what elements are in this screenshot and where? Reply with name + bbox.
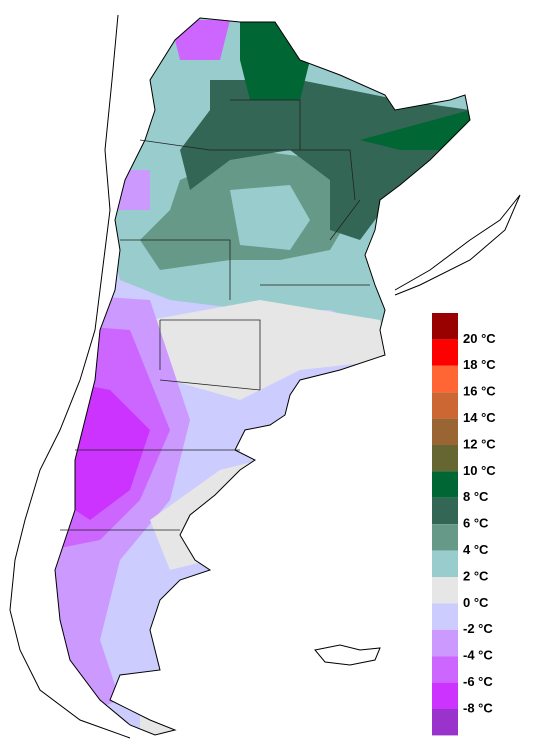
legend-label: 20 °C <box>463 331 496 346</box>
legend-swatch <box>432 471 458 498</box>
legend-swatch <box>432 550 458 577</box>
legend-label: 2 °C <box>463 568 489 583</box>
legend-swatch <box>432 365 458 393</box>
legend-swatch <box>432 629 458 657</box>
legend-label: 18 °C <box>463 357 496 372</box>
legend-label: 4 °C <box>463 542 489 557</box>
legend-label: 12 °C <box>463 436 496 451</box>
province-borders <box>60 99 370 531</box>
legend-swatch <box>432 339 458 366</box>
legend-swatch <box>432 524 458 551</box>
legend-swatch <box>432 709 458 736</box>
falkland-islands <box>314 644 381 666</box>
legend-label: -6 °C <box>463 674 493 689</box>
legend-label: 6 °C <box>463 516 489 531</box>
legend-label: 10 °C <box>463 463 496 478</box>
legend-swatch <box>432 392 458 419</box>
legend-swatch <box>432 603 458 630</box>
legend-swatch <box>432 656 458 683</box>
legend-swatch <box>432 682 458 709</box>
legend-swatch <box>432 497 458 525</box>
legend: 20 °C 18 °C 16 °C 14 °C 12 °C 10 °C 8 °C 6 °C 4 … <box>432 313 496 736</box>
legend-swatch <box>432 418 458 445</box>
legend-label: 0 °C <box>463 595 489 610</box>
legend-swatch <box>432 445 458 472</box>
legend-swatch <box>432 313 458 340</box>
chile-outline <box>9 14 521 739</box>
legend-swatch <box>432 577 458 604</box>
legend-label: -2 °C <box>463 621 493 636</box>
legend-label: -8 °C <box>463 700 493 715</box>
legend-label: -4 °C <box>463 648 493 663</box>
legend-label: 16 °C <box>463 384 496 399</box>
legend-label: 8 °C <box>463 489 489 504</box>
legend-label: 14 °C <box>463 410 496 425</box>
